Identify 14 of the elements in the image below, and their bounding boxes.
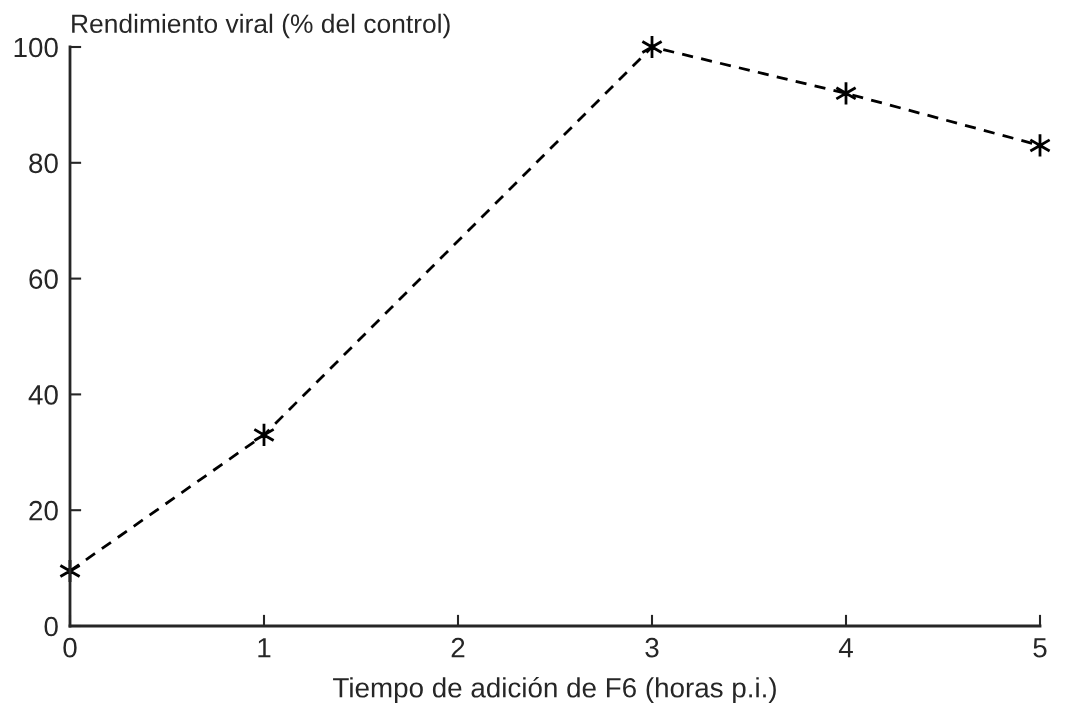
x-tick-label: 0	[63, 637, 77, 658]
y-tick-label: 0	[44, 616, 58, 637]
x-tick-label: 5	[1033, 638, 1047, 658]
y-tick-label: 40	[28, 385, 58, 405]
y-tick-label: 60	[29, 269, 58, 289]
y-tick-label: 100	[14, 37, 58, 58]
x-tick-label: 2	[451, 637, 465, 658]
y-tick-label: 80	[29, 153, 58, 174]
y-axis-title: Rendimiento viral (% del control)	[72, 13, 450, 39]
x-tick-label: 4	[838, 638, 853, 658]
x-tick-label: 1	[258, 638, 271, 658]
x-tick-label: 3	[645, 637, 659, 658]
x-axis-title: Tiempo de adición de F6 (horas p.i.)	[333, 676, 776, 704]
y-tick-label: 20	[29, 500, 58, 521]
